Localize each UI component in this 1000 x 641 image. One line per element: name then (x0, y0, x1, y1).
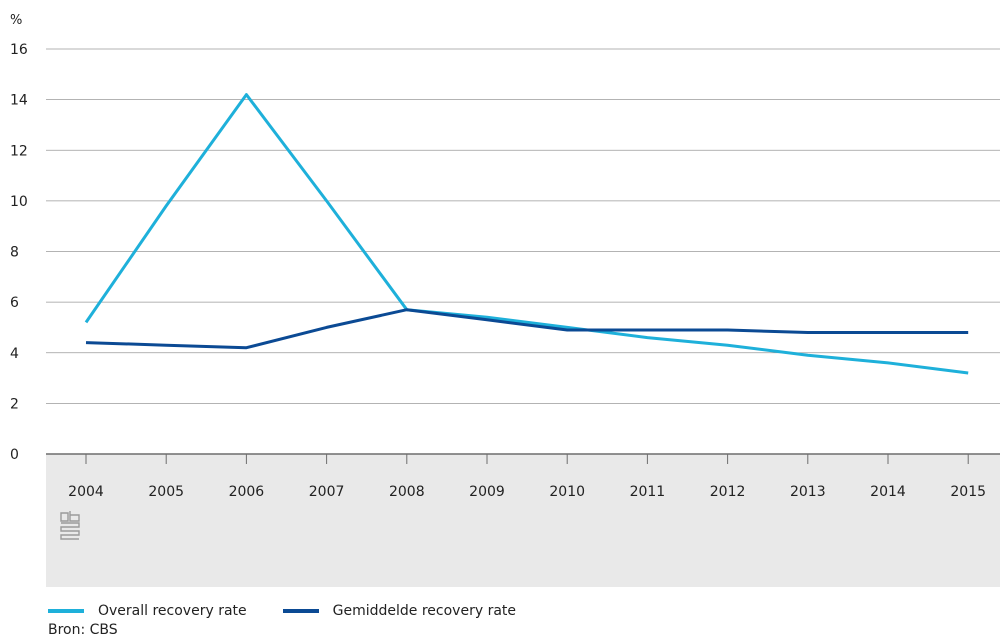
y-tick-label: 6 (10, 295, 19, 311)
legend-label-overall: Overall recovery rate (98, 603, 247, 619)
series-line-overall (84, 93, 969, 375)
x-tick-label: 2004 (68, 484, 104, 500)
y-tick-label: 10 (10, 194, 28, 210)
y-tick-label: 14 (10, 93, 28, 109)
x-tick-label: 2011 (630, 484, 666, 500)
source-note: Bron: CBS (48, 622, 118, 638)
legend-swatch-overall (48, 609, 84, 613)
y-tick-label: 2 (10, 396, 19, 412)
cbs-logo-icon (60, 511, 80, 540)
x-tick-label: 2009 (469, 484, 505, 500)
x-tick-label: 2013 (790, 484, 826, 500)
y-tick-label: 0 (10, 447, 19, 463)
x-axis-band (46, 454, 1000, 587)
legend-item-overall: Overall recovery rate (48, 603, 247, 619)
legend-swatch-gemiddelde (282, 609, 319, 613)
x-tick-label: 2008 (389, 484, 425, 500)
x-tick-labels: 2004 2005 2006 2007 2008 2009 2010 2011 2012 2013… (68, 454, 986, 500)
y-tick-labels: 0 2 4 6 8 10 12 14 16 (10, 42, 28, 463)
legend-item-gemiddelde: Gemiddelde recovery rate (282, 603, 517, 619)
x-tick-label: 2007 (309, 484, 345, 500)
series-line-gemiddelde (85, 308, 969, 350)
x-tick-label: 2014 (870, 484, 906, 500)
x-tick-label: 2006 (229, 484, 265, 500)
y-tick-label: 12 (10, 143, 28, 159)
x-tick-label: 2005 (148, 484, 184, 500)
y-tick-label: 4 (10, 346, 19, 362)
gridlines (46, 48, 1000, 455)
legend: Overall recovery rate Gemiddelde recover… (48, 603, 516, 619)
x-tick-label: 2010 (549, 484, 585, 500)
x-tick-label: 2012 (710, 484, 746, 500)
y-tick-label: 8 (10, 245, 19, 261)
x-tick-label: 2015 (950, 484, 986, 500)
legend-label-gemiddelde: Gemiddelde recovery rate (332, 603, 517, 619)
y-unit-label: % (10, 13, 22, 28)
line-chart: 0 2 4 6 8 10 12 14 16 % 2004 2005 2006 2007 2008 2009… (10, 13, 1000, 587)
series-lines (84, 93, 969, 375)
y-tick-label: 16 (10, 42, 28, 58)
